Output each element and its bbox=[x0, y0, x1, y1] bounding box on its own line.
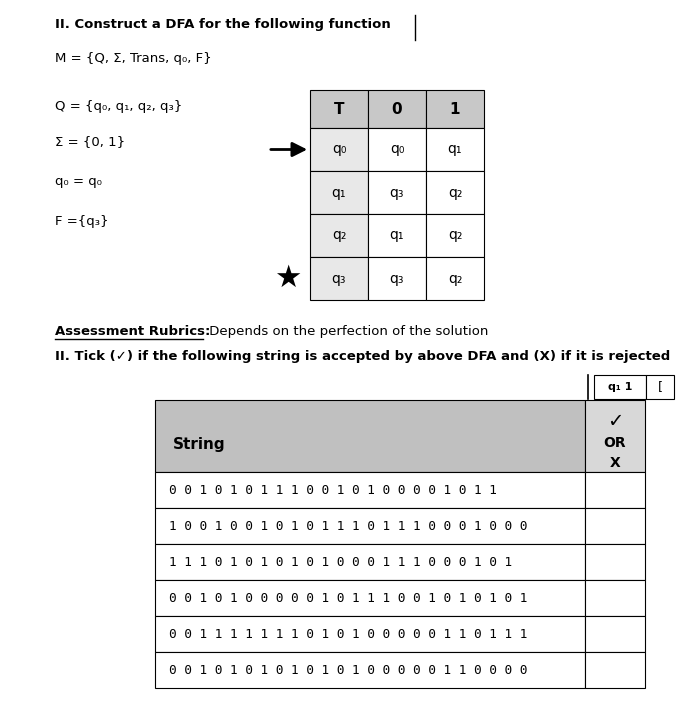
Text: q₃: q₃ bbox=[390, 186, 404, 200]
Text: X: X bbox=[610, 456, 620, 470]
Text: 0 0 1 0 1 0 0 0 0 0 1 0 1 1 1 0 0 1 0 1 0 1 0 1: 0 0 1 0 1 0 0 0 0 0 1 0 1 1 1 0 0 1 0 1 … bbox=[169, 592, 527, 604]
Bar bbox=[368, 214, 426, 257]
Bar bbox=[585, 472, 645, 508]
Text: q₀ = q₀: q₀ = q₀ bbox=[55, 175, 102, 188]
Bar bbox=[426, 128, 484, 171]
Text: q₃: q₃ bbox=[390, 272, 404, 286]
Text: Depends on the perfection of the solution: Depends on the perfection of the solutio… bbox=[205, 325, 489, 338]
Bar bbox=[310, 257, 368, 300]
Text: q₀: q₀ bbox=[390, 142, 404, 156]
Bar bbox=[155, 652, 585, 688]
Bar bbox=[426, 90, 484, 128]
Text: q₀: q₀ bbox=[332, 142, 346, 156]
Text: ✓: ✓ bbox=[607, 412, 623, 431]
Bar bbox=[585, 400, 645, 472]
Bar bbox=[155, 400, 585, 472]
Bar bbox=[155, 544, 585, 580]
Text: q₂: q₂ bbox=[448, 228, 462, 242]
Bar bbox=[646, 375, 674, 399]
Text: q₁: q₁ bbox=[448, 142, 462, 156]
Text: 0 0 1 0 1 0 1 0 1 0 1 0 1 0 0 0 0 0 1 1 0 0 0 0: 0 0 1 0 1 0 1 0 1 0 1 0 1 0 0 0 0 0 1 1 … bbox=[169, 663, 527, 676]
Bar bbox=[585, 508, 645, 544]
Bar bbox=[426, 171, 484, 214]
Bar bbox=[368, 90, 426, 128]
Text: q₁ 1: q₁ 1 bbox=[608, 382, 633, 392]
Bar bbox=[155, 580, 585, 616]
Text: [: [ bbox=[657, 380, 663, 393]
Text: ★: ★ bbox=[274, 264, 302, 293]
Text: 1 0 0 1 0 0 1 0 1 0 1 1 1 0 1 1 1 0 0 0 1 0 0 0: 1 0 0 1 0 0 1 0 1 0 1 1 1 0 1 1 1 0 0 0 … bbox=[169, 520, 527, 533]
Bar bbox=[426, 214, 484, 257]
Bar bbox=[594, 375, 646, 399]
Text: F ={q₃}: F ={q₃} bbox=[55, 215, 108, 228]
Bar bbox=[585, 652, 645, 688]
Bar bbox=[310, 214, 368, 257]
Bar bbox=[368, 128, 426, 171]
Bar bbox=[155, 472, 585, 508]
Text: String: String bbox=[173, 437, 225, 451]
Text: Σ = {0, 1}: Σ = {0, 1} bbox=[55, 135, 125, 148]
Bar bbox=[310, 171, 368, 214]
Text: II. Construct a DFA for the following function: II. Construct a DFA for the following fu… bbox=[55, 18, 391, 31]
Bar bbox=[368, 257, 426, 300]
Text: Assessment Rubrics:: Assessment Rubrics: bbox=[55, 325, 210, 338]
Text: 0 0 1 1 1 1 1 1 1 0 1 0 1 0 0 0 0 0 1 1 0 1 1 1: 0 0 1 1 1 1 1 1 1 0 1 0 1 0 0 0 0 0 1 1 … bbox=[169, 628, 527, 641]
Text: q₁: q₁ bbox=[331, 186, 347, 200]
Bar bbox=[585, 544, 645, 580]
Text: q₃: q₃ bbox=[331, 272, 347, 286]
Text: 1 1 1 0 1 0 1 0 1 0 1 0 0 0 1 1 1 0 0 0 1 0 1: 1 1 1 0 1 0 1 0 1 0 1 0 0 0 1 1 1 0 0 0 … bbox=[169, 555, 512, 569]
Text: T: T bbox=[333, 102, 344, 117]
Bar bbox=[155, 508, 585, 544]
Text: OR: OR bbox=[604, 436, 626, 450]
Text: II. Tick (✓) if the following string is accepted by above DFA and (X) if it is r: II. Tick (✓) if the following string is … bbox=[55, 350, 670, 363]
Bar bbox=[368, 171, 426, 214]
Bar bbox=[310, 90, 368, 128]
Text: 0: 0 bbox=[391, 102, 402, 117]
Text: q₂: q₂ bbox=[448, 186, 462, 200]
Bar bbox=[310, 128, 368, 171]
Bar bbox=[155, 616, 585, 652]
Bar bbox=[426, 257, 484, 300]
Bar bbox=[585, 580, 645, 616]
Text: 1: 1 bbox=[450, 102, 460, 117]
Bar bbox=[585, 616, 645, 652]
Text: q₂: q₂ bbox=[332, 228, 346, 242]
Text: M = {Q, Σ, Trans, q₀, F}: M = {Q, Σ, Trans, q₀, F} bbox=[55, 52, 212, 65]
Text: 0 0 1 0 1 0 1 1 1 0 0 1 0 1 0 0 0 0 1 0 1 1: 0 0 1 0 1 0 1 1 1 0 0 1 0 1 0 0 0 0 1 0 … bbox=[169, 483, 497, 496]
Text: q₂: q₂ bbox=[448, 272, 462, 286]
Text: q₁: q₁ bbox=[390, 228, 404, 242]
Text: Q = {q₀, q₁, q₂, q₃}: Q = {q₀, q₁, q₂, q₃} bbox=[55, 100, 183, 113]
